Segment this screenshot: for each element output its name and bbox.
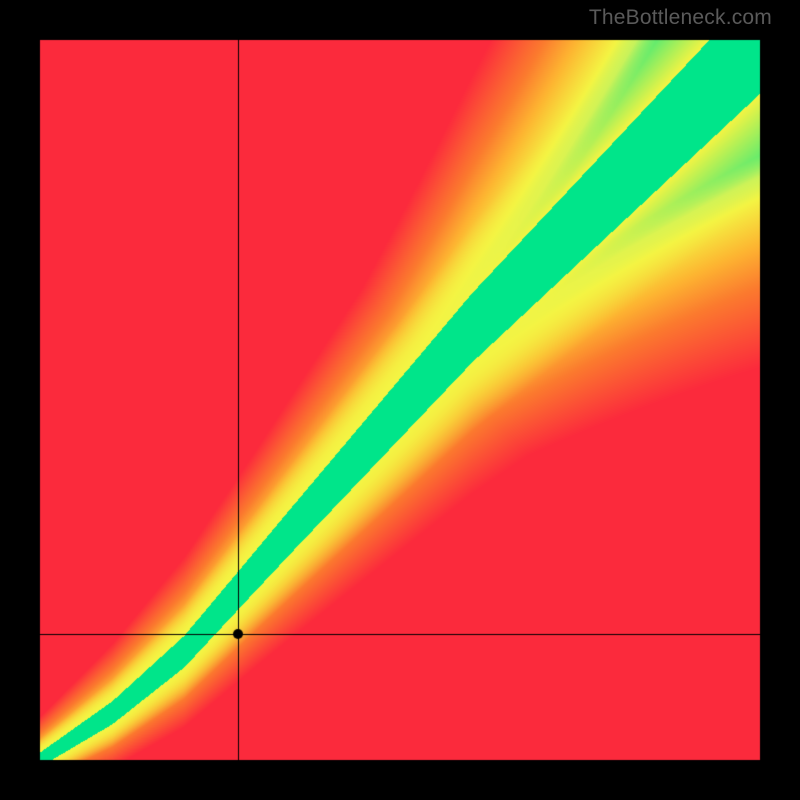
watermark-text: TheBottleneck.com <box>589 6 772 30</box>
chart-container: TheBottleneck.com <box>0 0 800 800</box>
heatmap-canvas <box>0 0 800 800</box>
